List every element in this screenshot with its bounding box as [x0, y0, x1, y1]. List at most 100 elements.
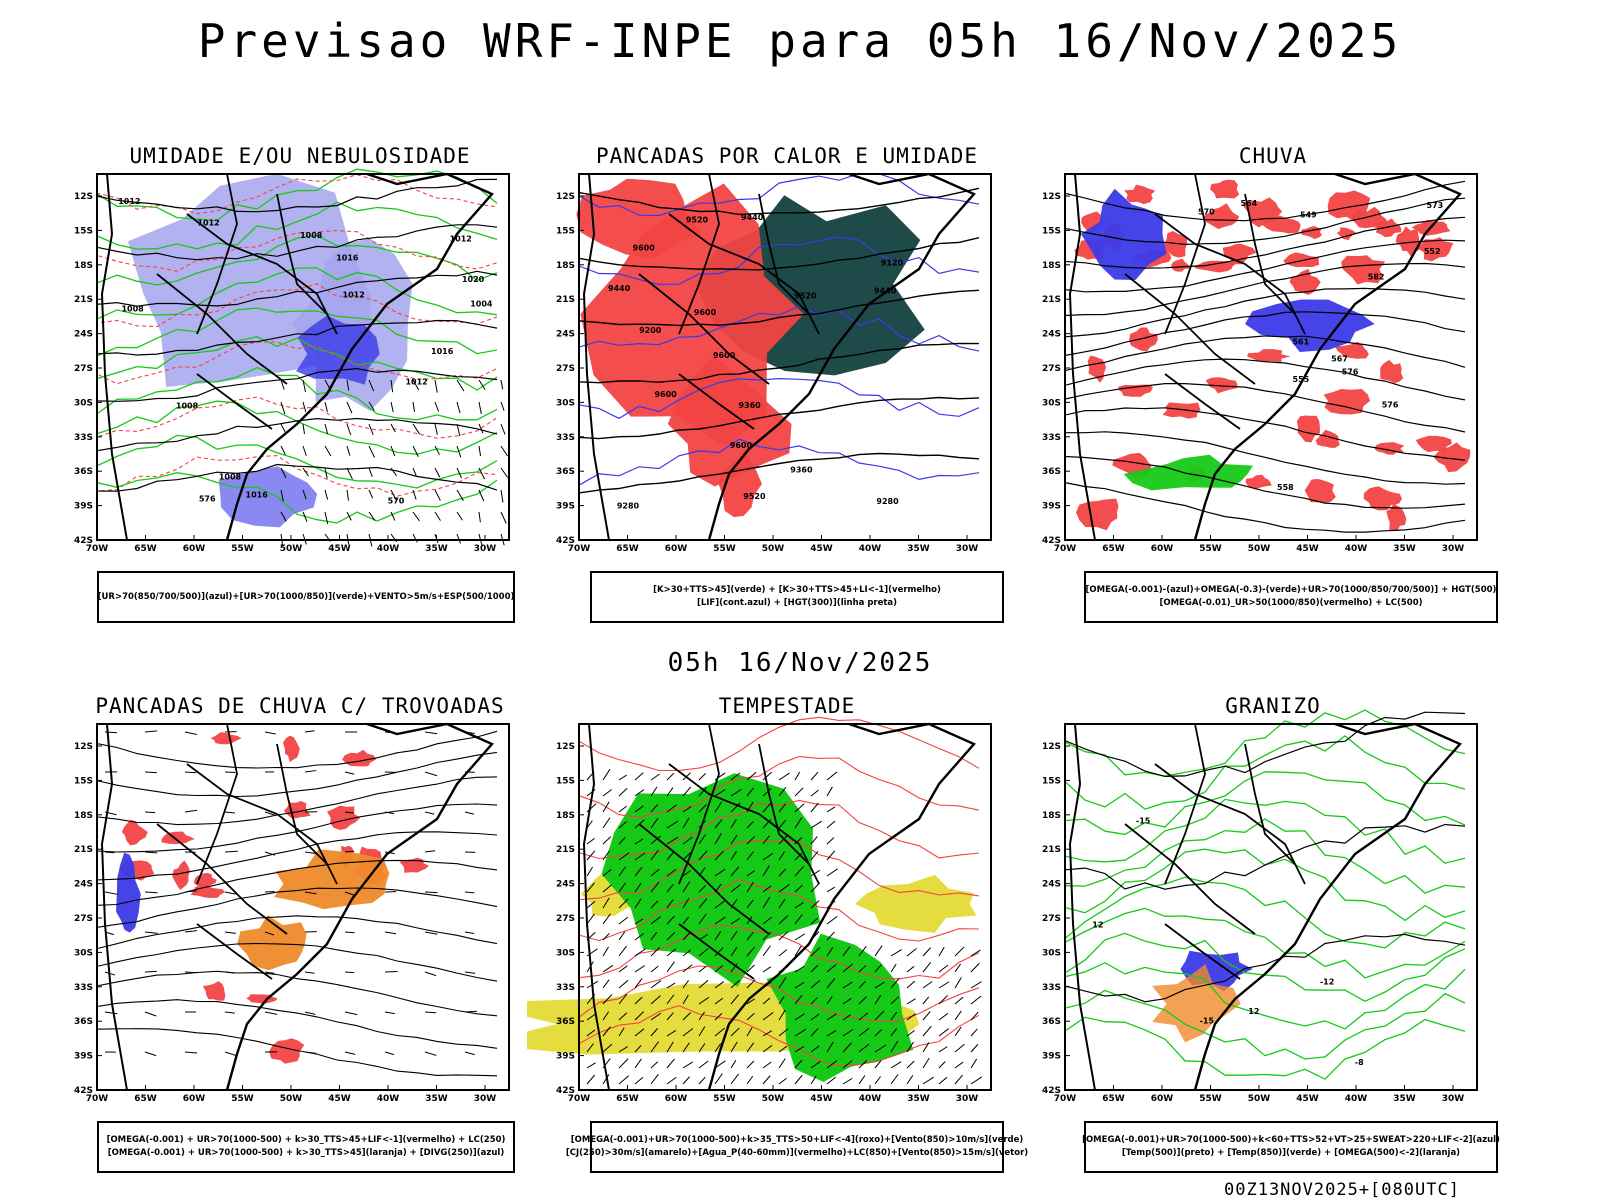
contour-label: 552 [1424, 247, 1441, 256]
stream-arrow [464, 1051, 475, 1056]
lat-tick-label: 30S [556, 948, 575, 958]
wind-vector [826, 837, 835, 845]
wind-vector [714, 997, 723, 1005]
wind-vector [586, 803, 597, 813]
lon-tick-label: 65W [616, 1094, 639, 1104]
wind-vector [602, 850, 611, 861]
hgt300-contour [578, 187, 980, 216]
wind-vector [698, 885, 707, 893]
wind-vector [650, 835, 661, 845]
wind-vector [730, 819, 737, 829]
streamline [96, 999, 498, 1049]
rain-cell [1124, 184, 1156, 205]
wind-vector [746, 1027, 753, 1037]
wind-vector [730, 946, 738, 957]
wind-vector [666, 915, 675, 925]
lon-tick-label: 35W [425, 544, 448, 554]
wind-vector [794, 1059, 803, 1069]
lon-tick-label: 50W [1248, 544, 1271, 554]
wind-vector [618, 931, 626, 941]
wind-vector [922, 947, 932, 957]
lat-tick-label: 18S [1042, 261, 1061, 271]
wind-vector [954, 1074, 964, 1085]
wind-vector [602, 836, 612, 845]
lon-tick-label: 30W [956, 1094, 979, 1104]
wind-vector [280, 401, 286, 415]
wind-vector [746, 998, 755, 1005]
wind-vector [794, 1046, 805, 1053]
wind-vector [368, 379, 375, 392]
wind-vector [826, 868, 838, 877]
wind-vector [650, 916, 661, 925]
contour-label: 9520 [686, 216, 709, 225]
wind-vector [666, 1030, 677, 1037]
wind-vector [730, 802, 741, 813]
wind-vector [842, 1077, 853, 1085]
west-coastline [582, 723, 610, 1091]
wind-vector [478, 401, 482, 415]
stream-arrow [144, 931, 158, 934]
lon-tick-label: 40W [859, 1094, 882, 1104]
wind-vector [810, 1013, 820, 1021]
lon-tick-label: 55W [1199, 1094, 1222, 1104]
stream-arrow [184, 1051, 198, 1054]
wind-vector [666, 961, 675, 973]
wind-vector [634, 1058, 642, 1069]
wind-vector [666, 931, 676, 941]
wind-vector [810, 1061, 821, 1069]
wind-vector [762, 1061, 772, 1069]
lat-tick-label: 27S [74, 914, 93, 924]
wind-vector [478, 511, 481, 523]
wind-vector [390, 511, 396, 521]
wind-vector [970, 995, 982, 1005]
wind-vector [954, 977, 962, 989]
stream-arrow [304, 971, 315, 974]
streamline [96, 730, 498, 769]
legend-line-2: [CJ(250)>30m/s](amarelo)+[Agua_P(40-60mm… [565, 1148, 1029, 1158]
wind-vector [368, 489, 374, 499]
wind-vector [412, 467, 418, 477]
wind-vector [698, 834, 706, 845]
stream-arrow [424, 891, 438, 894]
wind-vector [324, 445, 332, 457]
stream-arrow [264, 931, 275, 936]
wind-vector [730, 788, 742, 797]
wind-vector [794, 1074, 803, 1085]
wind-vector [478, 445, 482, 457]
temp850-contour [1064, 798, 1466, 864]
hgt500-contour [1064, 287, 1466, 338]
wind-vector [368, 467, 373, 477]
wind-vector [302, 379, 307, 393]
country-border [678, 723, 720, 885]
wind-vector [794, 787, 804, 797]
contour-label: 549 [1300, 211, 1317, 220]
lat-tick-label: 15S [556, 776, 575, 786]
lat-tick-label: 39S [1042, 502, 1061, 512]
legend-line-1: [OMEGA(-0.001)-(azul)+OMEGA(-0.3)-(verde… [1085, 585, 1497, 595]
wind-vector [456, 401, 461, 414]
wind-vector [618, 1075, 630, 1085]
wind-vector [938, 1012, 949, 1021]
stream-arrow [224, 811, 235, 814]
stream-arrow [344, 971, 355, 974]
wind-vector [698, 913, 707, 925]
wind-vector [826, 946, 834, 957]
lon-tick-label: 70W [568, 1094, 591, 1104]
stream-arrow [144, 851, 158, 854]
wind-vector [810, 1027, 819, 1037]
lat-tick-label: 15S [556, 226, 575, 236]
wind-vector [858, 1027, 870, 1037]
stream-arrow [424, 1051, 437, 1056]
wind-vector [874, 1010, 885, 1021]
panel-title: PANCADAS DE CHUVA C/ TROVOADAS [95, 694, 505, 718]
country-border [1124, 823, 1256, 935]
wind-vector [938, 1028, 949, 1037]
lon-tick-label: 60W [183, 1094, 206, 1104]
streamline [96, 942, 498, 982]
green-contour [96, 400, 498, 455]
contour-label: 9120 [881, 259, 904, 268]
wind-vector [602, 1074, 610, 1085]
wind-vector [698, 1043, 706, 1053]
wind-vector [634, 1076, 644, 1085]
temp850-contour [1064, 907, 1466, 979]
